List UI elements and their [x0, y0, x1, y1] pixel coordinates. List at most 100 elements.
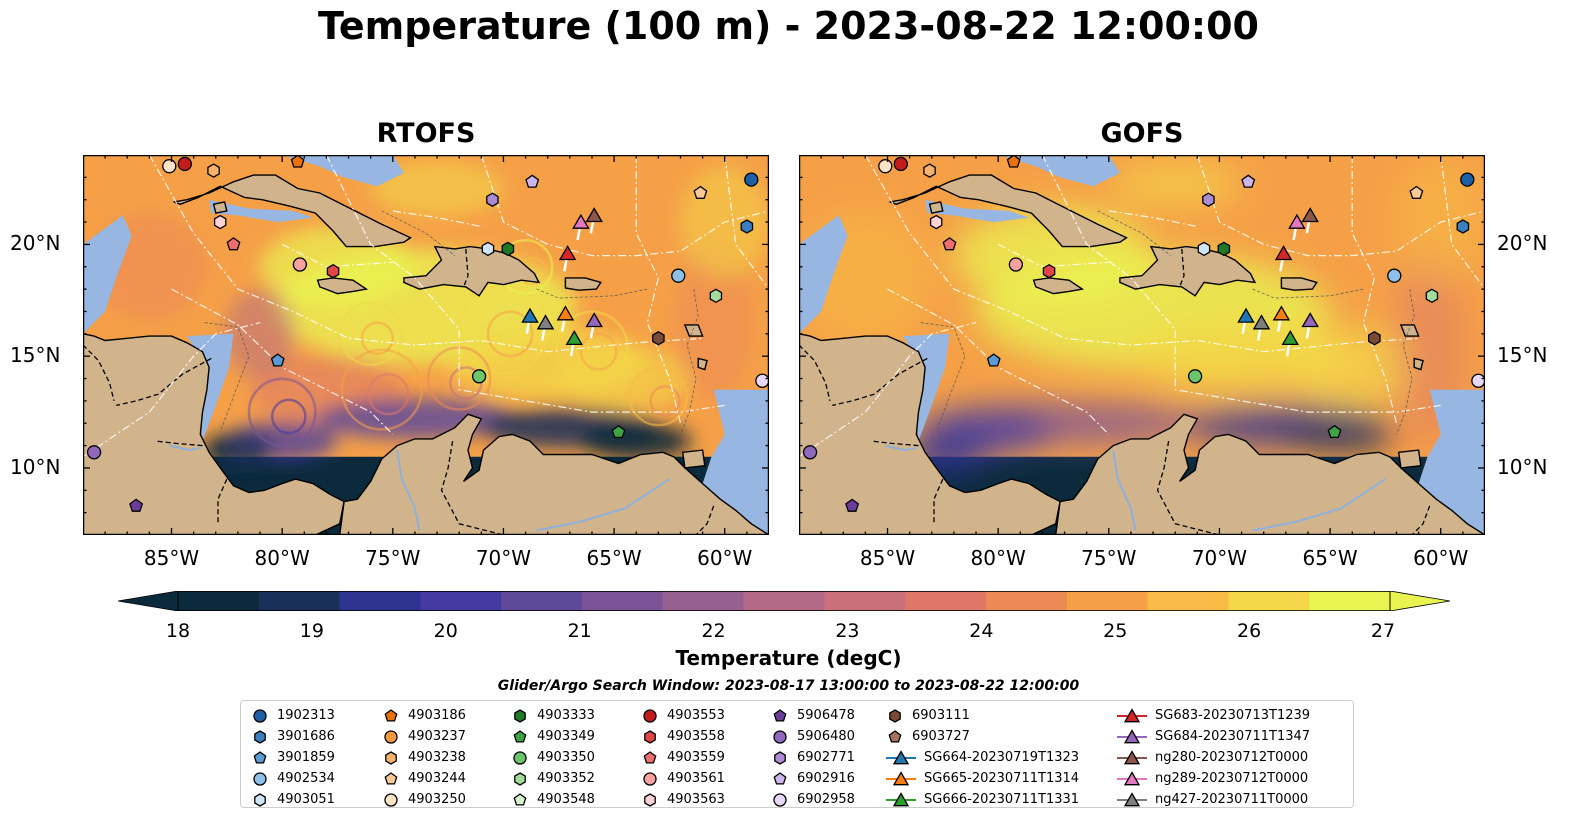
argo-float-4903238[interactable] — [923, 163, 936, 178]
legend-float-marker[interactable] — [773, 729, 787, 744]
argo-float-4903244[interactable] — [1409, 185, 1424, 199]
argo-float-4903559[interactable] — [942, 237, 957, 251]
argo-float-5906480[interactable] — [802, 445, 818, 460]
argo-float-4903244[interactable] — [693, 185, 708, 199]
glider-ng427-20230711T0000[interactable] — [1252, 314, 1271, 330]
glider-ng427-20230711T0000[interactable] — [536, 314, 555, 330]
argo-float-4903186[interactable] — [290, 155, 305, 168]
argo-float-4902534[interactable] — [1387, 268, 1402, 283]
argo-float-4903333[interactable] — [1217, 241, 1231, 257]
glider-SG683-20230713T1239[interactable] — [558, 245, 577, 261]
glider-SG666-20230711T1331[interactable] — [565, 329, 583, 346]
glider-SG684-20230711T1347[interactable] — [585, 312, 603, 328]
legend-float-marker[interactable] — [644, 729, 656, 744]
argo-float-4903561[interactable] — [1008, 257, 1024, 272]
argo-float-5906478[interactable] — [129, 498, 144, 512]
argo-float-4903352[interactable] — [1425, 288, 1439, 304]
argo-float-1902313[interactable] — [1460, 172, 1475, 187]
legend-float-marker[interactable] — [384, 708, 398, 722]
glider-ng280-20230712T0000[interactable] — [585, 207, 603, 223]
glider-SG684-20230711T1347[interactable] — [1301, 312, 1319, 328]
argo-float-6902916[interactable] — [525, 174, 540, 188]
argo-float-3901686[interactable] — [740, 219, 754, 234]
glider-SG665-20230711T1314[interactable] — [1272, 305, 1291, 321]
legend-float-marker[interactable] — [773, 708, 787, 722]
legend-float-marker[interactable] — [773, 792, 787, 807]
legend-float-marker[interactable] — [513, 729, 527, 743]
glider-SG664-20230719T1323[interactable] — [521, 307, 539, 323]
glider-ng289-20230712T0000[interactable] — [1288, 213, 1306, 229]
argo-float-6902916[interactable] — [1241, 174, 1256, 188]
argo-float-4903250[interactable] — [878, 159, 893, 174]
legend-float-marker[interactable] — [254, 729, 266, 744]
glider-ng289-20230712T0000[interactable] — [572, 213, 590, 229]
legend-float-marker[interactable] — [253, 750, 267, 764]
argo-float-4903186[interactable] — [1006, 155, 1021, 168]
argo-float-4903563[interactable] — [213, 214, 227, 230]
argo-float-6903111[interactable] — [652, 331, 665, 346]
glider-SG665-20230711T1314[interactable] — [556, 305, 575, 321]
legend-float-marker[interactable] — [643, 750, 657, 764]
legend-float-marker[interactable] — [773, 771, 787, 785]
legend-glider-marker[interactable] — [1123, 749, 1141, 764]
legend-glider-marker[interactable] — [892, 791, 910, 806]
argo-float-3901859[interactable] — [270, 353, 285, 367]
legend-glider-marker[interactable] — [1123, 791, 1141, 806]
argo-float-4903350[interactable] — [1187, 369, 1203, 384]
argo-float-4903250[interactable] — [162, 159, 177, 174]
glider-SG683-20230713T1239[interactable] — [1274, 245, 1293, 261]
argo-float-4902534[interactable] — [671, 268, 686, 283]
glider-ng280-20230712T0000[interactable] — [1301, 207, 1319, 223]
argo-float-4903333[interactable] — [501, 241, 515, 257]
legend-float-marker[interactable] — [643, 771, 657, 786]
legend-float-marker[interactable] — [253, 771, 267, 786]
legend-float-marker[interactable] — [253, 708, 267, 723]
legend-float-marker[interactable] — [888, 729, 902, 743]
legend-glider-marker[interactable] — [1123, 707, 1141, 722]
argo-float-4903553[interactable] — [893, 156, 908, 172]
argo-float-5906478[interactable] — [845, 498, 860, 512]
glider-SG664-20230719T1323[interactable] — [1237, 307, 1255, 323]
argo-float-3901859[interactable] — [986, 353, 1001, 367]
argo-float-4903349[interactable] — [1327, 424, 1342, 439]
legend-float-marker[interactable] — [514, 708, 526, 723]
legend-float-marker[interactable] — [384, 771, 398, 785]
argo-float-1902313[interactable] — [744, 172, 759, 187]
legend-float-marker[interactable] — [254, 792, 266, 807]
map-panel-rtofs[interactable] — [83, 155, 769, 535]
argo-float-6902771[interactable] — [486, 192, 499, 207]
legend-float-marker[interactable] — [385, 750, 397, 765]
legend-float-marker[interactable] — [774, 750, 786, 765]
argo-float-6902771[interactable] — [1202, 192, 1215, 207]
argo-float-4903558[interactable] — [326, 263, 340, 279]
legend-glider-marker[interactable] — [1123, 770, 1141, 785]
argo-float-6903111[interactable] — [1368, 331, 1381, 346]
legend-float-marker[interactable] — [889, 708, 901, 723]
argo-float-4903561[interactable] — [292, 257, 308, 272]
argo-float-4903563[interactable] — [929, 214, 943, 230]
argo-float-6902958[interactable] — [755, 373, 769, 388]
argo-float-5906480[interactable] — [86, 445, 102, 460]
legend-float-marker[interactable] — [513, 750, 527, 765]
argo-float-4903350[interactable] — [471, 369, 487, 384]
legend-glider-marker[interactable] — [892, 770, 910, 785]
argo-float-4903051[interactable] — [1197, 241, 1211, 257]
legend-float-marker[interactable] — [643, 708, 657, 723]
argo-float-4903349[interactable] — [611, 424, 626, 439]
argo-float-4903352[interactable] — [709, 288, 723, 304]
glider-SG666-20230711T1331[interactable] — [1281, 329, 1299, 346]
argo-float-6902958[interactable] — [1471, 373, 1485, 388]
map-panel-gofs[interactable] — [799, 155, 1485, 535]
argo-float-4903238[interactable] — [207, 163, 220, 178]
argo-float-4903051[interactable] — [481, 241, 495, 257]
legend-float-marker[interactable] — [384, 792, 398, 807]
legend-float-marker[interactable] — [513, 792, 527, 806]
argo-float-4903553[interactable] — [177, 156, 192, 172]
argo-float-4903559[interactable] — [226, 237, 241, 251]
legend-float-marker[interactable] — [514, 771, 526, 786]
legend-glider-marker[interactable] — [892, 749, 910, 764]
legend-float-marker[interactable] — [644, 792, 656, 807]
argo-float-3901686[interactable] — [1456, 219, 1470, 234]
legend-glider-marker[interactable] — [1123, 728, 1141, 743]
legend-float-marker[interactable] — [384, 729, 398, 744]
